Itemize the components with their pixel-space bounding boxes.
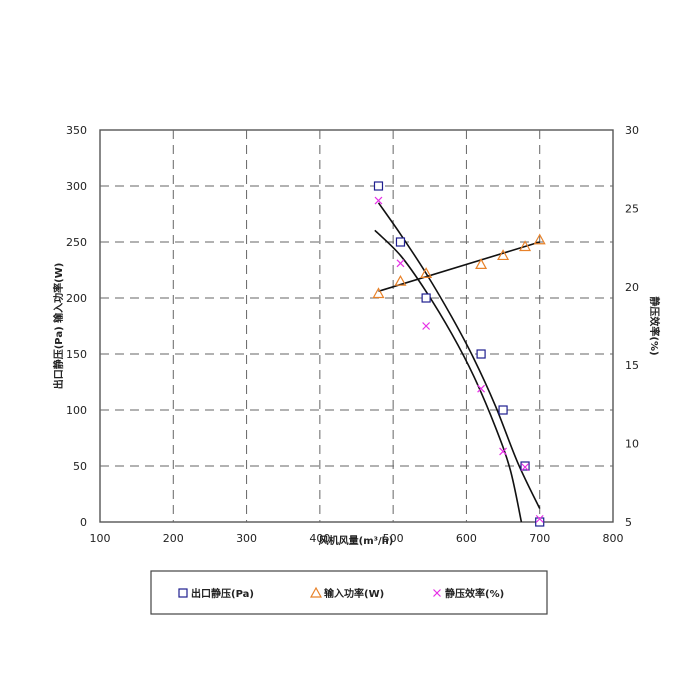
data-point-square	[373, 181, 384, 191]
x-tick-label: 500	[383, 532, 404, 545]
legend-marker-triangle	[309, 586, 323, 598]
legend-marker-x	[433, 589, 441, 597]
data-point-square	[498, 405, 508, 415]
data-point-triangle	[420, 267, 433, 278]
y-left-tick-label: 350	[66, 124, 87, 137]
fit-curve-1	[378, 241, 540, 293]
y-right-tick-label: 25	[625, 202, 639, 215]
x-axis-title: 风机风量(m³/h)	[319, 534, 394, 547]
y-left-axis-title: 出口静压(Pa) 输入功率(W)	[52, 263, 65, 390]
data-point-triangle	[372, 287, 385, 299]
x-tick-label: 200	[163, 532, 184, 545]
x-tick-label: 100	[90, 532, 111, 545]
x-tick-label: 700	[529, 532, 550, 545]
data-point-x	[535, 514, 544, 523]
legend-label: 输入功率(W)	[324, 587, 384, 600]
data-point-x	[422, 322, 431, 330]
y-right-tick-label: 15	[625, 359, 639, 372]
fit-curve-2	[374, 229, 523, 523]
y-left-tick-label: 0	[80, 516, 87, 529]
x-tick-label: 800	[603, 532, 624, 545]
y-right-tick-label: 20	[625, 281, 639, 294]
x-tick-label: 400	[309, 532, 330, 545]
y-left-tick-label: 150	[66, 348, 87, 361]
y-right-tick-label: 10	[625, 438, 639, 451]
data-point-x	[499, 447, 507, 456]
legend-marker-square	[178, 588, 188, 598]
data-point-square	[535, 517, 545, 527]
data-point-triangle	[497, 249, 510, 261]
y-right-axis-title: 静压效率(%)	[648, 296, 661, 355]
data-point-x	[477, 384, 486, 393]
legend-box	[150, 570, 548, 615]
legend-label: 出口静压(Pa)	[191, 587, 254, 600]
data-point-x	[521, 463, 529, 472]
x-tick-label: 600	[456, 532, 477, 545]
data-point-square	[421, 293, 431, 303]
y-left-tick-label: 200	[66, 292, 87, 305]
plot-frame	[99, 129, 614, 523]
data-point-triangle	[475, 258, 488, 269]
data-point-square	[520, 461, 530, 471]
data-point-triangle	[519, 240, 532, 252]
data-point-square	[476, 349, 486, 359]
data-point-triangle	[394, 274, 407, 286]
data-point-triangle	[533, 233, 546, 245]
legend-label: 静压效率(%)	[445, 587, 504, 600]
fit-curve-0	[377, 202, 541, 509]
data-point-x	[396, 259, 405, 268]
y-left-tick-label: 250	[66, 236, 87, 249]
y-left-tick-label: 300	[66, 180, 87, 193]
y-left-tick-label: 50	[73, 460, 87, 473]
y-right-tick-label: 5	[625, 516, 632, 529]
y-right-tick-label: 30	[625, 124, 639, 137]
data-point-x	[374, 196, 383, 205]
data-point-square	[395, 237, 406, 247]
y-left-tick-label: 100	[66, 404, 87, 417]
x-tick-label: 300	[236, 532, 257, 545]
